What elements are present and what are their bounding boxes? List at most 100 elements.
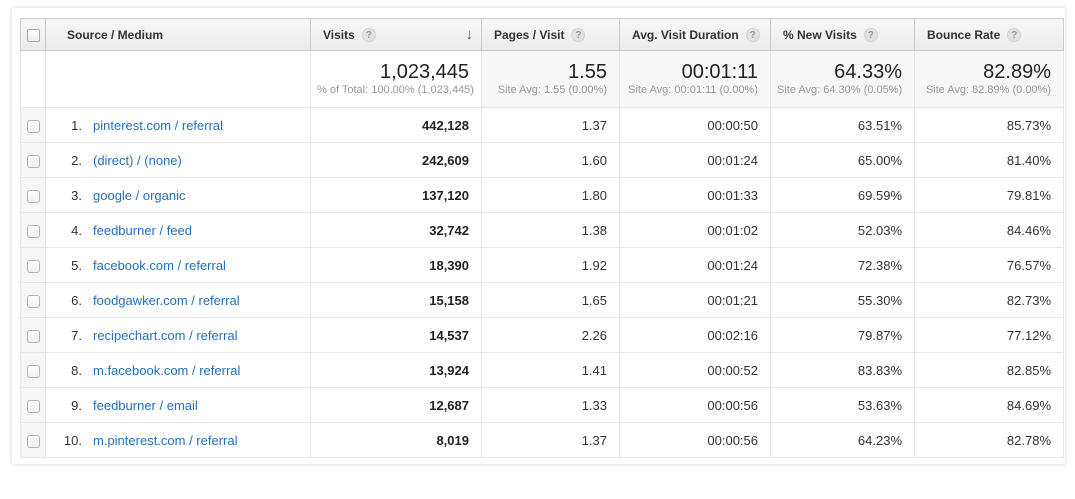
pages-per-visit-cell: 1.38 bbox=[481, 212, 620, 248]
source-medium-cell: 4. feedburner / feed bbox=[45, 212, 311, 248]
help-icon[interactable]: ? bbox=[1007, 27, 1022, 42]
column-header-pages-per-visit[interactable]: Pages / Visit ? bbox=[481, 18, 620, 51]
total-visits-value: 1,023,445 bbox=[380, 60, 469, 83]
row-checkbox[interactable] bbox=[26, 399, 40, 413]
source-medium-link[interactable]: google / organic bbox=[93, 187, 186, 203]
visits-cell: 12,687 bbox=[310, 387, 482, 423]
row-rank: 9. bbox=[71, 397, 82, 413]
table-row: 2. (direct) / (none) 242,609 1.60 00:01:2… bbox=[20, 142, 1064, 178]
pct-new-visits-cell: 53.63% bbox=[770, 387, 915, 423]
avg-visit-duration-cell: 00:01:02 bbox=[619, 212, 771, 248]
help-icon[interactable]: ? bbox=[571, 27, 586, 42]
source-medium-cell: 7. recipechart.com / referral bbox=[45, 317, 311, 353]
avg-visit-duration-cell: 00:02:16 bbox=[619, 317, 771, 353]
row-checkbox[interactable] bbox=[26, 189, 40, 203]
source-medium-link[interactable]: (direct) / (none) bbox=[93, 152, 182, 168]
pages-per-visit-cell: 1.80 bbox=[481, 177, 620, 213]
row-checkbox-cell bbox=[20, 282, 46, 318]
row-checkbox[interactable] bbox=[26, 434, 40, 448]
source-medium-link[interactable]: m.facebook.com / referral bbox=[93, 362, 241, 378]
row-checkbox[interactable] bbox=[26, 329, 40, 343]
bounce-rate-cell: 84.69% bbox=[914, 387, 1064, 423]
column-label: Avg. Visit Duration bbox=[632, 27, 739, 42]
source-medium-cell: 9. feedburner / email bbox=[45, 387, 311, 423]
source-medium-cell: 2. (direct) / (none) bbox=[45, 142, 311, 178]
visits-cell: 242,609 bbox=[310, 142, 482, 178]
source-medium-cell: 6. foodgawker.com / referral bbox=[45, 282, 311, 318]
summary-avg-visit-duration: 00:01:11 Site Avg: 00:01:11 (0.00%) bbox=[619, 50, 771, 108]
table-row: 1. pinterest.com / referral 442,128 1.37 … bbox=[20, 107, 1064, 143]
source-medium-link[interactable]: pinterest.com / referral bbox=[93, 117, 224, 133]
row-checkbox[interactable] bbox=[26, 224, 40, 238]
total-visits-subtext: % of Total: 100.00% (1,023,445) bbox=[317, 83, 474, 96]
bounce-rate-cell: 81.40% bbox=[914, 142, 1064, 178]
column-label: Pages / Visit bbox=[494, 27, 565, 42]
row-rank: 6. bbox=[71, 292, 82, 308]
visits-cell: 13,924 bbox=[310, 352, 482, 388]
row-checkbox-cell bbox=[20, 177, 46, 213]
column-label: Source / Medium bbox=[67, 27, 164, 42]
select-all-header-cell bbox=[20, 18, 46, 51]
source-medium-link[interactable]: recipechart.com / referral bbox=[93, 327, 238, 343]
summary-source-cell bbox=[45, 50, 311, 108]
row-checkbox[interactable] bbox=[26, 364, 40, 378]
pct-new-visits-cell: 55.30% bbox=[770, 282, 915, 318]
source-medium-link[interactable]: feedburner / feed bbox=[93, 222, 193, 238]
source-medium-link[interactable]: facebook.com / referral bbox=[93, 257, 226, 273]
summary-visits: 1,023,445 % of Total: 100.00% (1,023,445… bbox=[310, 50, 482, 108]
visits-cell: 32,742 bbox=[310, 212, 482, 248]
row-rank: 7. bbox=[71, 327, 82, 343]
column-header-pct-new-visits[interactable]: % New Visits ? bbox=[770, 18, 915, 51]
help-icon[interactable]: ? bbox=[863, 27, 878, 42]
avg-pages-per-visit-subtext: Site Avg: 1.55 (0.00%) bbox=[497, 83, 607, 96]
row-checkbox-cell bbox=[20, 212, 46, 248]
source-medium-link[interactable]: feedburner / email bbox=[93, 397, 198, 413]
pct-new-visits-cell: 69.59% bbox=[770, 177, 915, 213]
pct-new-visits-cell: 63.51% bbox=[770, 107, 915, 143]
row-checkbox-cell bbox=[20, 247, 46, 283]
column-header-avg-visit-duration[interactable]: Avg. Visit Duration ? bbox=[619, 18, 771, 51]
pct-new-visits-cell: 52.03% bbox=[770, 212, 915, 248]
summary-bounce-rate: 82.89% Site Avg: 82.89% (0.00%) bbox=[914, 50, 1064, 108]
source-medium-link[interactable]: foodgawker.com / referral bbox=[93, 292, 240, 308]
row-checkbox[interactable] bbox=[26, 154, 40, 168]
row-checkbox-cell bbox=[20, 317, 46, 353]
avg-visit-duration-cell: 00:00:50 bbox=[619, 107, 771, 143]
bounce-rate-cell: 82.78% bbox=[914, 422, 1064, 458]
totals-summary-row: 1,023,445 % of Total: 100.00% (1,023,445… bbox=[20, 50, 1064, 108]
row-checkbox[interactable] bbox=[26, 259, 40, 273]
avg-visit-duration-cell: 00:01:33 bbox=[619, 177, 771, 213]
row-checkbox-cell bbox=[20, 387, 46, 423]
bounce-rate-cell: 82.73% bbox=[914, 282, 1064, 318]
bounce-rate-cell: 79.81% bbox=[914, 177, 1064, 213]
column-label: Bounce Rate bbox=[927, 27, 1001, 42]
column-label: % New Visits bbox=[783, 27, 857, 42]
source-medium-cell: 1. pinterest.com / referral bbox=[45, 107, 311, 143]
source-medium-link[interactable]: m.pinterest.com / referral bbox=[93, 432, 238, 448]
bounce-rate-cell: 82.85% bbox=[914, 352, 1064, 388]
column-header-visits[interactable]: Visits ? ↓ bbox=[310, 18, 482, 51]
help-icon[interactable]: ? bbox=[361, 27, 376, 42]
pct-new-visits-cell: 65.00% bbox=[770, 142, 915, 178]
table-row: 4. feedburner / feed 32,742 1.38 00:01:02… bbox=[20, 212, 1064, 248]
pct-new-visits-cell: 64.23% bbox=[770, 422, 915, 458]
table-row: 9. feedburner / email 12,687 1.33 00:00:5… bbox=[20, 387, 1064, 423]
column-header-source-medium[interactable]: Source / Medium bbox=[45, 18, 311, 51]
avg-visit-duration-cell: 00:01:24 bbox=[619, 142, 771, 178]
select-all-checkbox[interactable] bbox=[26, 28, 40, 42]
row-checkbox[interactable] bbox=[26, 294, 40, 308]
row-checkbox[interactable] bbox=[26, 119, 40, 133]
row-rank: 1. bbox=[71, 117, 82, 133]
help-icon[interactable]: ? bbox=[745, 27, 760, 42]
avg-visit-duration-cell: 00:01:21 bbox=[619, 282, 771, 318]
pages-per-visit-cell: 1.92 bbox=[481, 247, 620, 283]
source-medium-cell: 5. facebook.com / referral bbox=[45, 247, 311, 283]
column-header-bounce-rate[interactable]: Bounce Rate ? bbox=[914, 18, 1064, 51]
avg-pages-per-visit-value: 1.55 bbox=[568, 60, 607, 83]
visits-cell: 442,128 bbox=[310, 107, 482, 143]
bounce-rate-cell: 84.46% bbox=[914, 212, 1064, 248]
pages-per-visit-cell: 1.65 bbox=[481, 282, 620, 318]
pages-per-visit-cell: 1.37 bbox=[481, 422, 620, 458]
bounce-rate-value: 82.89% bbox=[983, 60, 1051, 83]
avg-visit-duration-value: 00:01:11 bbox=[681, 60, 758, 83]
